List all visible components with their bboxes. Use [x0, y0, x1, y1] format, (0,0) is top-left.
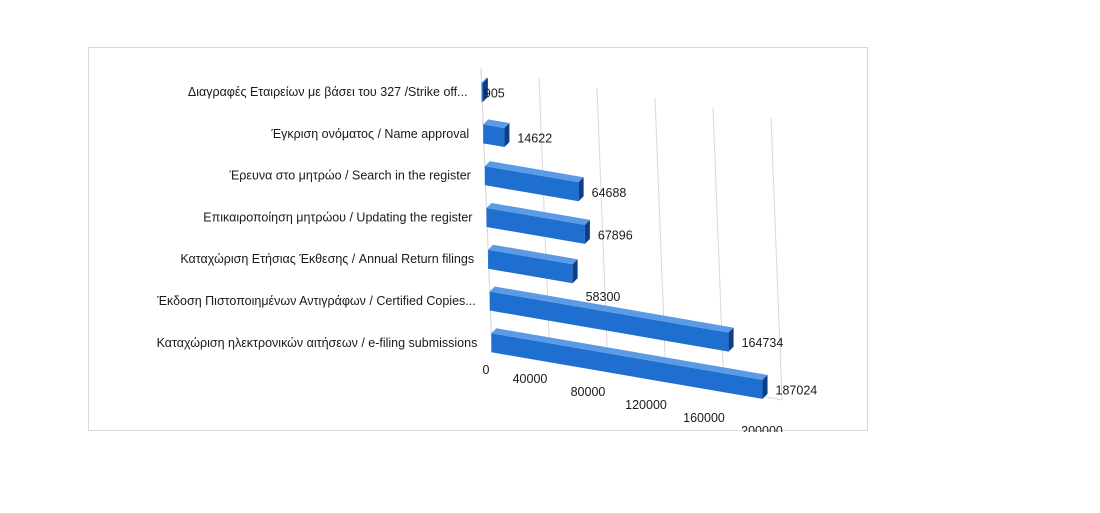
x-tick-label: 120000	[625, 398, 667, 412]
bar	[488, 244, 578, 284]
category-label: Έρευνα στο μητρώο / Search in the regist…	[229, 169, 471, 183]
x-tick-label: 160000	[683, 411, 725, 425]
bar-front-face	[484, 166, 579, 202]
value-label: 187024	[776, 383, 818, 397]
bar	[491, 328, 768, 399]
bar-end-face	[728, 327, 734, 352]
bar-end-face	[762, 374, 768, 399]
bar-top-face	[481, 77, 488, 83]
bar-front-face	[488, 249, 573, 284]
category-label: Έκδοση Πιστοποιημένων Αντιγράφων / Certi…	[156, 294, 476, 308]
category-label: Έγκριση ονόματος / Name approval	[270, 127, 469, 141]
bars	[481, 77, 768, 399]
bar-top-face	[484, 161, 584, 183]
value-label: 58300	[586, 290, 621, 304]
bar	[481, 77, 488, 102]
bar-end-face	[572, 259, 578, 284]
bar-front-face	[489, 291, 729, 352]
bar-end-face	[578, 177, 584, 202]
bar	[483, 119, 510, 148]
bar-top-face	[483, 119, 510, 129]
bar-top-face	[491, 328, 768, 380]
x-tick-label: 40000	[513, 372, 548, 386]
value-label: 67896	[598, 228, 633, 242]
value-label: 64688	[592, 186, 627, 200]
bar	[489, 286, 734, 352]
category-label: Καταχώριση Ετήσιας Έκθεσης / Annual Retu…	[180, 252, 474, 266]
bar-end-face	[504, 123, 510, 148]
bar-top-face	[488, 244, 578, 265]
chart-frame: 905 Διαγραφές Εταιρείων με βάσει του 327 …	[88, 47, 868, 432]
bar-front-face	[481, 82, 483, 102]
x-tick-label: 0	[483, 363, 490, 377]
value-label: 905	[484, 86, 505, 100]
value-label: 14622	[517, 132, 552, 146]
x-tick-label: 200000	[741, 424, 783, 432]
gridline	[770, 117, 783, 400]
bar	[486, 202, 590, 244]
bar-front-face	[483, 124, 505, 148]
category-label: Επικαιροποίηση μητρώου / Updating the re…	[203, 210, 472, 224]
x-tick-label: 80000	[571, 385, 606, 399]
bar-end-face	[482, 77, 488, 102]
category-label: Διαγραφές Εταιρείων με βάσει του 327 /St…	[188, 85, 468, 99]
bar	[484, 161, 584, 202]
category-label: Καταχώριση ηλεκτρονικών αιτήσεων / e-fil…	[157, 336, 478, 350]
bar-top-face	[486, 202, 590, 225]
value-label: 164734	[742, 336, 784, 350]
bar-front-face	[486, 207, 585, 244]
bar-chart: 905 Διαγραφές Εταιρείων με βάσει του 327 …	[156, 67, 818, 432]
bar-front-face	[491, 333, 763, 399]
bar-end-face	[584, 219, 590, 244]
bar-top-face	[489, 286, 734, 333]
